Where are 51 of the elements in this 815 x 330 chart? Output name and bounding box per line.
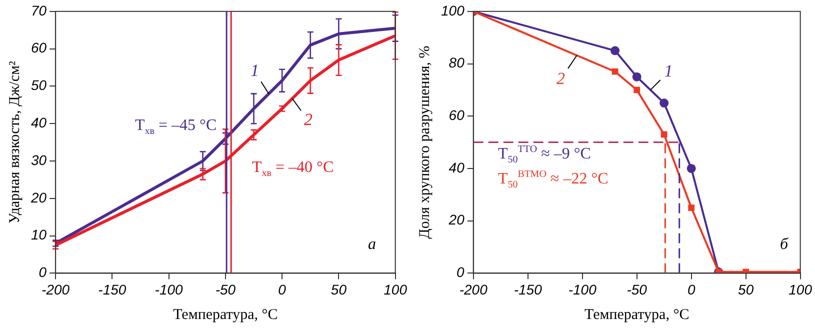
- point: [612, 68, 618, 75]
- x-tick-label: 0: [278, 281, 286, 298]
- x-tick-label: -150: [98, 281, 126, 298]
- x-tick-label: -150: [514, 281, 542, 298]
- y-tick-label: 100: [441, 2, 465, 18]
- y-tick-label: 0: [38, 264, 47, 280]
- point: [610, 46, 620, 56]
- annotation: T$_{50}$$^{ТТО}$ ≈ –9 °C: [498, 144, 591, 166]
- point: [660, 131, 668, 138]
- point: [634, 86, 640, 94]
- x-tick-label: 50: [330, 281, 347, 298]
- point: [686, 164, 696, 173]
- x-tick-label: 100: [788, 281, 812, 298]
- y-tick-label: 60: [30, 40, 47, 56]
- point: [688, 204, 695, 211]
- annotation: T$_{хв}$ = –45 °C: [135, 117, 217, 138]
- y-tick-label: 0: [456, 264, 465, 280]
- y-tick-label: 40: [448, 159, 465, 176]
- y-tick-label: 70: [30, 2, 47, 18]
- y-tick-label: 50: [30, 77, 47, 94]
- y-tick-label: 80: [448, 54, 465, 71]
- y-tick-label: 10: [30, 226, 47, 243]
- x-tick-label: 50: [738, 281, 754, 298]
- x-tick-label: -100: [568, 281, 597, 298]
- point: [660, 98, 669, 108]
- x-tick-label: -50: [215, 281, 236, 298]
- series-label: 2: [304, 110, 314, 130]
- y-axis-title: Доля хрупкого разрушения, %: [416, 46, 433, 239]
- series-label: 2: [556, 68, 566, 88]
- annotation: T$_{хв}$ = –40 °C: [252, 159, 334, 180]
- point: [632, 72, 642, 82]
- x-tick-label: 0: [687, 281, 696, 298]
- y-tick-label: 20: [448, 212, 465, 228]
- y-tick-label: 40: [30, 114, 47, 130]
- x-tick-label: 100: [384, 281, 408, 298]
- x-tick-label: -200: [42, 281, 70, 298]
- x-tick-label: -100: [154, 281, 184, 298]
- x-axis-title: Температура, °C: [173, 306, 278, 323]
- annotation: б: [780, 236, 788, 253]
- series-label: 1: [664, 61, 673, 80]
- y-tick-label: 20: [30, 189, 47, 206]
- series-label: 1: [250, 61, 260, 80]
- annotation: а: [368, 236, 376, 253]
- x-axis-title: Температура, °C: [584, 306, 690, 323]
- annotation: T$_{50}$$^{ВТМО}$ ≈ –22 °C: [498, 169, 608, 191]
- y-tick-label: 30: [30, 152, 47, 168]
- y-tick-label: 60: [448, 107, 465, 124]
- point: [742, 268, 750, 274]
- x-tick-label: -50: [626, 281, 648, 298]
- y-axis-title: Ударная вязкость, Дж/см²: [6, 60, 23, 224]
- x-tick-label: -200: [459, 281, 488, 298]
